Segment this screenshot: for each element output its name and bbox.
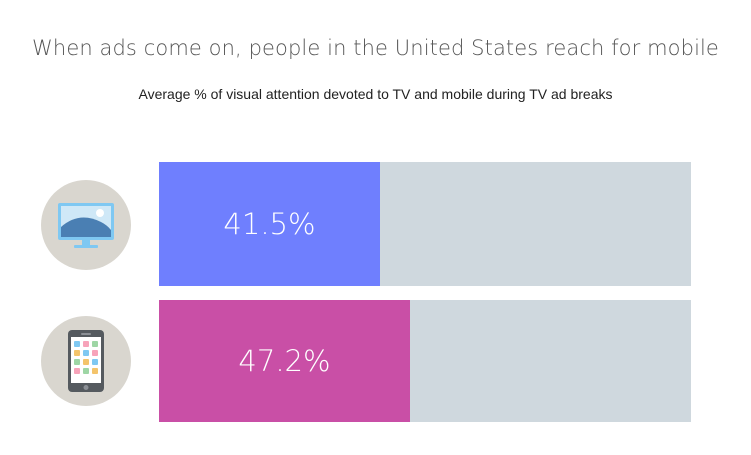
smartphone-icon-circle — [41, 316, 131, 406]
bar-track-tv: 41.5% — [159, 162, 691, 286]
data-label-tv: 41.5% — [223, 207, 316, 241]
tv-icon-circle — [41, 180, 131, 270]
chart-title: When ads come on, people in the United S… — [32, 36, 719, 60]
smartphone-icon — [68, 330, 104, 392]
bar-tv — [159, 162, 380, 286]
chart-subtitle: Average % of visual attention devoted to… — [138, 86, 613, 102]
bar-mobile — [159, 300, 410, 422]
data-label-mobile: 47.2% — [238, 344, 331, 378]
tv-icon — [58, 203, 114, 248]
bar-track-mobile: 47.2% — [159, 300, 691, 422]
